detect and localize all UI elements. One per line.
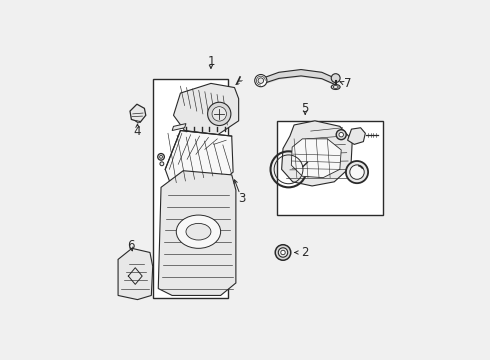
Polygon shape (118, 248, 153, 300)
Circle shape (212, 107, 226, 121)
Polygon shape (130, 104, 146, 122)
Text: 1: 1 (207, 55, 215, 68)
Text: 7: 7 (344, 77, 351, 90)
Circle shape (158, 153, 164, 160)
Ellipse shape (331, 85, 340, 90)
Circle shape (160, 162, 164, 166)
Circle shape (255, 75, 267, 87)
Circle shape (208, 102, 231, 126)
Circle shape (336, 130, 346, 140)
Text: 2: 2 (301, 246, 309, 259)
Polygon shape (165, 131, 233, 187)
Text: 3: 3 (238, 192, 245, 205)
Circle shape (278, 248, 288, 257)
Circle shape (346, 161, 368, 183)
Circle shape (350, 165, 364, 179)
Bar (277, 121, 383, 215)
Text: 5: 5 (301, 102, 309, 115)
Circle shape (275, 245, 291, 260)
Polygon shape (172, 123, 186, 131)
Circle shape (331, 74, 340, 82)
Circle shape (258, 78, 264, 84)
Ellipse shape (186, 223, 211, 240)
Ellipse shape (176, 215, 220, 248)
Circle shape (281, 250, 285, 255)
Ellipse shape (333, 86, 338, 89)
Polygon shape (173, 84, 239, 135)
Polygon shape (282, 121, 352, 186)
Circle shape (339, 132, 343, 137)
Circle shape (160, 156, 162, 158)
Polygon shape (292, 139, 341, 177)
Polygon shape (347, 128, 366, 144)
Bar (153, 79, 227, 298)
Text: 6: 6 (127, 239, 134, 252)
Polygon shape (158, 171, 236, 296)
Text: 4: 4 (134, 125, 141, 138)
Polygon shape (135, 121, 141, 123)
